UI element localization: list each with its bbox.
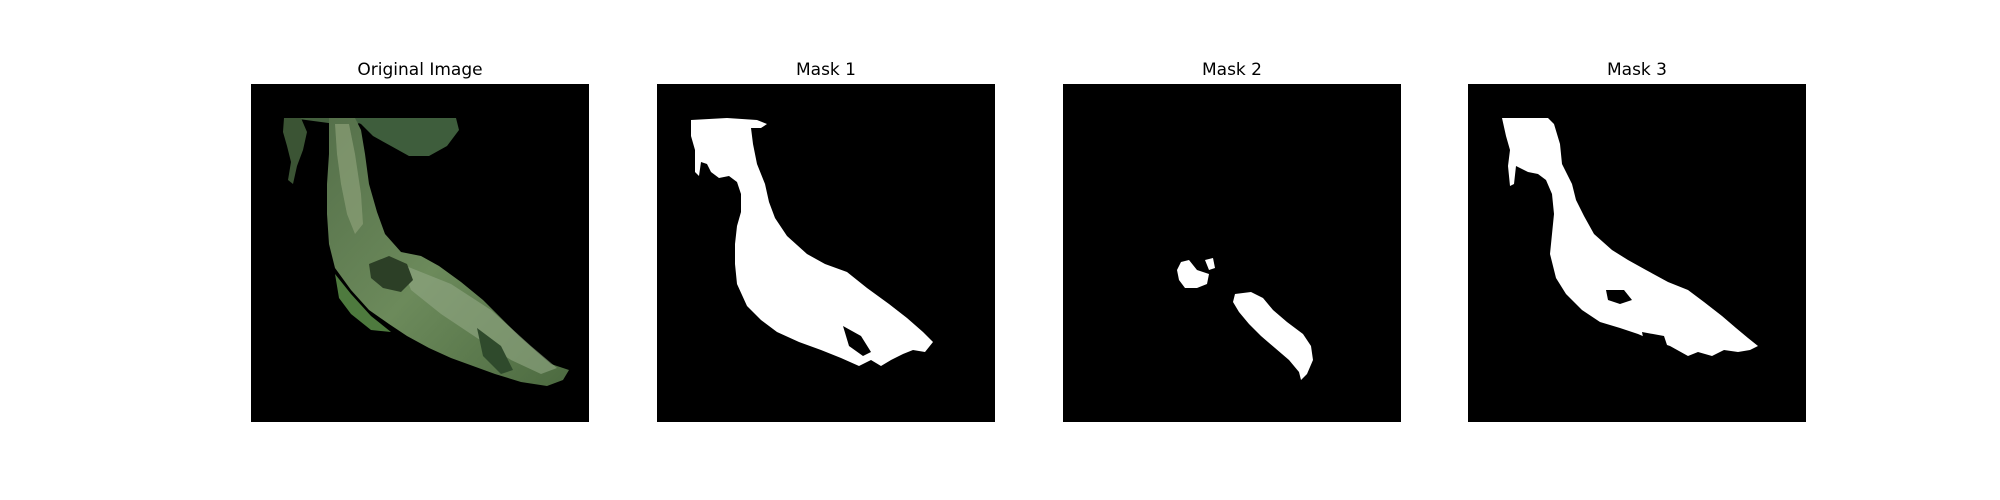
mask-2-blob-dot [1205,258,1215,270]
mask-1-image [691,118,933,366]
leaf-blade [327,118,569,386]
leaf-lower-green [335,274,391,332]
original-image-panel [251,84,589,422]
mask-3-panel [1468,84,1806,422]
mask-2-panel [1063,84,1401,422]
leaf-image [283,118,569,386]
mask-1-panel [657,84,995,422]
leaf-fold-shadow [477,328,513,374]
mask-2-image [1177,258,1313,380]
mask-3-image [1502,118,1758,356]
panel-title-mask-2: Mask 2 [1201,60,1262,80]
panel-title-mask-1: Mask 1 [795,60,856,80]
mask-2-blob-small [1177,260,1209,288]
mask-2-blob-large [1233,292,1313,380]
mask-3-region [1502,118,1758,356]
leaf-vein-highlight [401,264,557,374]
mask-3-hole-b [1642,332,1668,350]
leaf-fragment-top-right [346,118,459,156]
leaf-curl-shadow [369,256,413,292]
mask-1-region [691,118,933,366]
mask-3-hole-a [1606,290,1632,304]
leaf-stem-highlight [335,124,363,234]
leaf-fragment-left [283,118,307,184]
panel-title-original: Original Image [357,60,483,80]
mask-1-hole [843,326,871,356]
panel-title-mask-3: Mask 3 [1606,60,1667,80]
